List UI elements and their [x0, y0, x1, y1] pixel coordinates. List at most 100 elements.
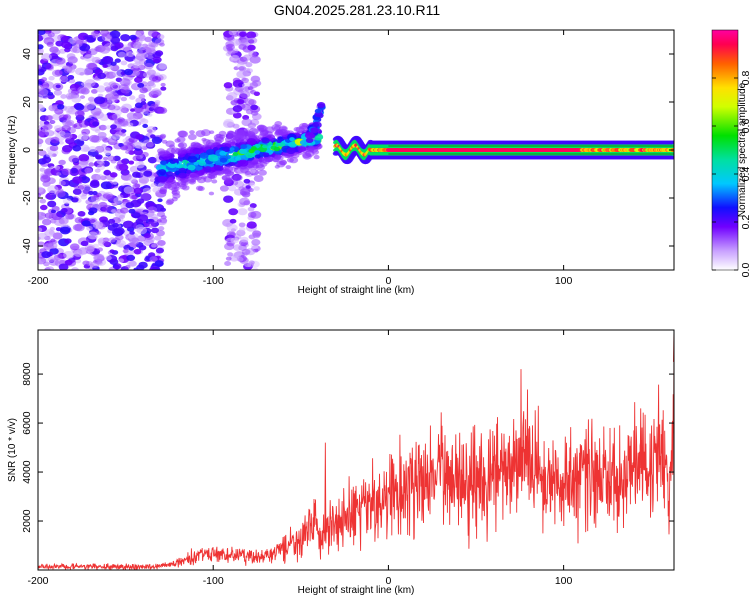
- snr-xtick-label: 0: [385, 575, 391, 587]
- spectrogram-cell: [49, 145, 59, 152]
- spectrogram-cell: [98, 124, 107, 131]
- spectrogram-cell: [225, 256, 232, 261]
- spectrogram-cell: [239, 90, 251, 99]
- spectrogram-cell: [135, 52, 147, 61]
- spectrogram-cell: [102, 64, 108, 69]
- spectrogram-cell: [158, 175, 168, 183]
- spectrogram-cell: [65, 92, 75, 100]
- spectrogram-cell: [83, 54, 95, 62]
- spectrogram-cell: [158, 63, 168, 70]
- spectrogram-cell: [166, 198, 175, 205]
- spectrogram-cell: [38, 138, 44, 145]
- colorbar-tick-label: 0.0: [740, 263, 750, 278]
- spectrogram-cell: [163, 183, 171, 189]
- spectrogram-cell: [197, 186, 205, 192]
- spectrogram-cell: [41, 251, 52, 259]
- spectrogram-cell: [150, 88, 162, 97]
- spectrogram-cell: [187, 164, 196, 171]
- spectrogram-cell: [246, 221, 257, 229]
- spectrogram-cell: [41, 218, 52, 226]
- spectrogram-cell: [40, 204, 48, 211]
- spectrogram-cell: [193, 161, 199, 166]
- snr-xlabel: Height of straight line (km): [298, 585, 415, 596]
- snr-ytick-label: 2000: [21, 509, 33, 533]
- spectrogram-cell: [243, 261, 252, 268]
- spectrogram-cell: [253, 186, 260, 191]
- spectrogram-cell: [236, 70, 247, 79]
- spectrogram-cell: [128, 246, 135, 251]
- spectrogram-cell: [68, 78, 76, 84]
- spectrogram-cell: [232, 152, 239, 156]
- spectrogram-cell: [224, 165, 234, 173]
- spectrogram-cell: [240, 166, 249, 174]
- spectrogram-cell: [248, 133, 255, 138]
- spectrogram-cell: [45, 64, 54, 70]
- spectrogram-cell: [59, 75, 69, 83]
- spectrogram-cell: [74, 103, 85, 111]
- spectrogram-cell: [286, 157, 294, 163]
- spectrogram-cell: [212, 147, 219, 151]
- spectrogram-cell: [117, 51, 126, 58]
- spectrogram-cell: [126, 259, 136, 267]
- spectrogram-cell: [48, 104, 58, 112]
- spectrogram-cell: [188, 178, 195, 184]
- spectrogram-cell: [102, 193, 111, 199]
- spectrogram-cell: [38, 186, 44, 193]
- spectrogram-cell: [89, 180, 100, 188]
- spectrogram-cell: [96, 158, 105, 165]
- spectrogram-cell: [203, 166, 213, 173]
- spectrogram-cell: [95, 154, 103, 160]
- spectrogram-cell: [158, 169, 167, 175]
- spectrogram-cell: [190, 142, 197, 147]
- spectrogram-cell: [81, 220, 91, 227]
- spectrogram-cell: [250, 159, 259, 166]
- spectrogram-cell: [47, 185, 59, 194]
- spectrogram-cell: [64, 105, 75, 113]
- spectrogram-cell: [108, 96, 118, 103]
- spectrogram-cell: [139, 117, 146, 123]
- spectrogram-cell: [227, 92, 238, 100]
- spectrogram-cell: [247, 211, 257, 218]
- spectrogram-cell: [119, 106, 128, 112]
- spectrogram-cell: [198, 160, 206, 166]
- spectrogram-cell: [52, 232, 63, 240]
- spectrogram-cell: [92, 243, 99, 249]
- spectrogram-cell: [230, 162, 236, 166]
- spectrogram-cell: [178, 167, 187, 173]
- spectrogram-cell: [232, 244, 243, 251]
- spectrogram-cell: [226, 135, 232, 140]
- spectrogram-cell: [261, 137, 270, 144]
- spectrogram-cell: [45, 266, 55, 270]
- spectrogram-cell: [77, 110, 85, 116]
- spectrogram-cell: [278, 159, 287, 166]
- spectrogram-cell: [251, 239, 261, 246]
- spectrogram-cell: [189, 130, 195, 135]
- spectrogram-cell: [132, 183, 140, 189]
- spectrogram-cell: [133, 248, 142, 255]
- spectrogram-cell: [305, 137, 314, 144]
- spectrogram-cell: [142, 71, 152, 78]
- spectrogram-cell: [132, 171, 141, 178]
- spectrogram-cell: [191, 173, 198, 178]
- spectrogram-cell: [149, 256, 158, 263]
- spectrogram-cell: [144, 44, 156, 53]
- spectrogram-cell: [154, 72, 161, 77]
- spectrogram-cell: [78, 160, 89, 168]
- spectrogram-cell: [82, 260, 90, 266]
- spectrogram-cell: [99, 114, 109, 121]
- spectrogram-cell: [38, 150, 47, 157]
- spectrogram-cell: [95, 174, 104, 180]
- spectrogram-cell: [53, 89, 63, 96]
- spectrogram-cell: [223, 82, 233, 89]
- spectrogram-cell: [38, 84, 43, 91]
- spectrogram-cell: [126, 51, 135, 58]
- spectrogram-cell: [120, 34, 131, 42]
- spectrogram-cell: [77, 86, 89, 94]
- spectrogram-cell: [123, 141, 130, 147]
- spectrogram-cell: [116, 164, 127, 172]
- spectrogram-cell: [115, 127, 122, 132]
- spectrogram-cell: [38, 30, 46, 36]
- spectrogram-cell: [58, 140, 64, 145]
- spectrogram-cell: [67, 74, 75, 80]
